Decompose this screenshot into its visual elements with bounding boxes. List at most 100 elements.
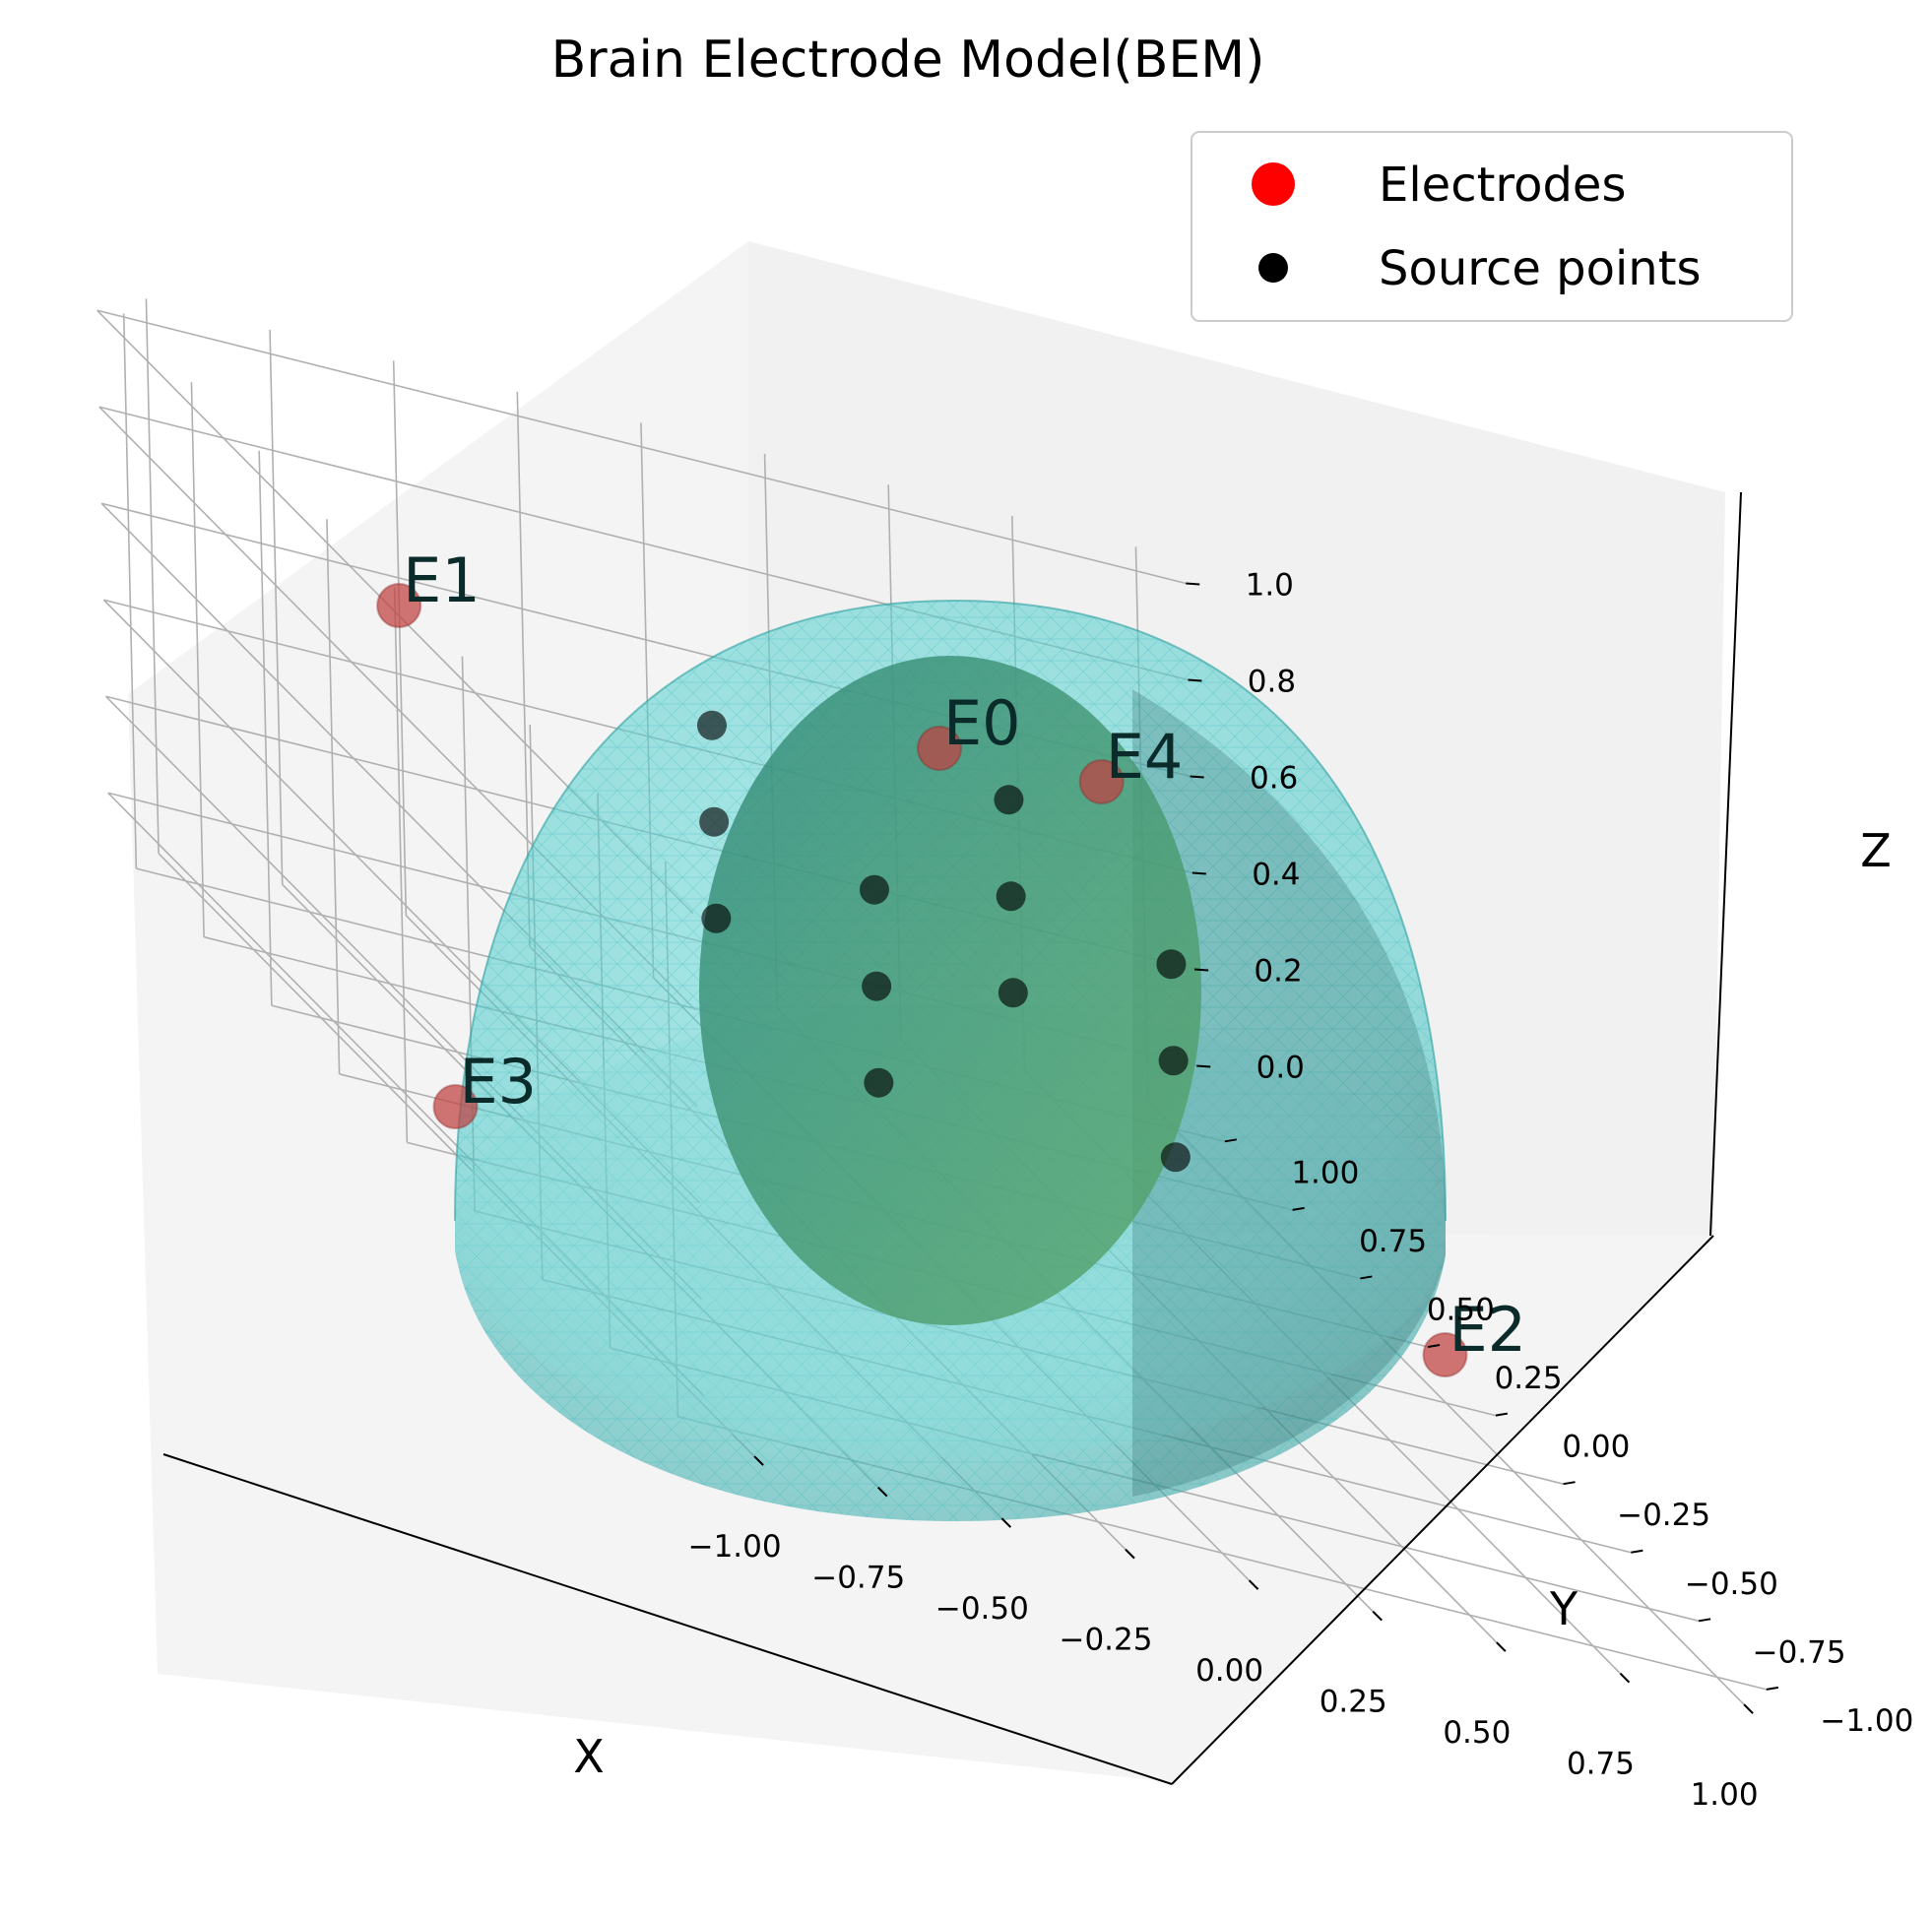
x-tick-label: 1.00 [1691,1777,1759,1813]
source-points [696,710,1191,1173]
y-ticks: −1.00−0.75−0.50−0.250.000.250.500.751.00 [1224,1138,1913,1739]
electrode-label: E4 [1106,721,1184,793]
y-tick-label: 0.00 [1562,1430,1630,1465]
source-point [998,978,1028,1008]
source-point [862,971,892,1001]
z-tick-mark [1188,678,1202,682]
y-tick-label: −0.75 [1753,1634,1846,1670]
z-tick-mark [1191,871,1206,875]
y-tick-label: −0.25 [1617,1498,1710,1533]
hemisphere-shade-right [1132,689,1446,1497]
source-point [859,874,889,905]
y-tick-mark [1766,1686,1779,1691]
z-tick-mark [1186,582,1200,586]
y-tick-label: 0.25 [1495,1361,1563,1396]
x-tick-mark [1125,1548,1135,1560]
x-tick-label: 0.50 [1443,1715,1511,1751]
grid-line-x-back [392,360,408,916]
z-tick-label: 0.4 [1252,857,1300,892]
x-tick-mark [1743,1703,1754,1714]
x-axis-label: X [573,1730,605,1783]
x-tick-label: −1.00 [688,1529,782,1565]
x-tick-label: 0.75 [1567,1747,1635,1782]
electrode-point [1422,1332,1468,1377]
electrodes: E0 E1 E2 E3 E4 [376,544,1527,1377]
y-tick-mark [1698,1618,1711,1623]
y-tick-mark [1360,1275,1373,1280]
y-axis: −1.00−0.75−0.50−0.250.000.250.500.751.00… [1171,1138,1913,1785]
source-point [1158,1046,1189,1076]
z-ticks: 0.0 0.2 0.4 0.6 0.8 1.0 [1186,567,1305,1085]
x-tick-label: −0.75 [811,1561,905,1596]
source-point [996,881,1026,912]
electrode-label: E0 [943,687,1021,759]
legend-source-points-label: Source points [1379,241,1702,296]
z-axis: 0.0 0.2 0.4 0.6 0.8 1.0 Z [1186,491,1892,1237]
source-point [994,785,1024,815]
y-tick-label: −1.00 [1820,1703,1913,1739]
electrode-label: E2 [1449,1294,1527,1366]
y-tick-mark [1563,1481,1576,1486]
electrode-point [1078,758,1125,804]
source-point [696,710,727,740]
z-tick-mark [1193,968,1209,972]
z-axis-label: Z [1860,824,1892,877]
z-tick-label: 0.2 [1254,953,1302,989]
grid-line-y-back [326,519,341,1074]
x-tick-mark [1619,1672,1631,1684]
y-axis-line [1171,1235,1714,1785]
z-tick-mark [1190,775,1204,779]
y-tick-mark [1631,1549,1643,1554]
y-axis-label: Y [1549,1582,1578,1635]
legend-electrodes-marker [1252,162,1295,206]
x-tick-mark [1248,1579,1259,1590]
z-tick-label: 0.6 [1250,760,1298,796]
z-tick-label: 0.0 [1256,1050,1305,1085]
grid-line-y-back [393,587,409,1143]
x-ticks: −1.00 −0.75 −0.50 −0.25 0.00 0.25 0.50 0.75 1.00 [688,1455,1759,1813]
inner-ellipsoid [699,656,1201,1325]
x-tick-label: −0.50 [935,1591,1029,1627]
electrode-point [376,583,422,629]
electrode-point [432,1084,479,1129]
y-tick-mark [1427,1344,1441,1349]
x-tick-label: 0.25 [1320,1685,1387,1720]
z-tick-label: 0.8 [1248,664,1296,699]
legend-source-points-marker [1258,253,1288,283]
grid-line-y-back [190,382,205,937]
source-point [864,1067,894,1098]
electrode-point [917,726,962,771]
source-point [699,806,730,837]
x-tick-mark [753,1455,764,1466]
x-tick-mark [877,1486,888,1498]
z-axis-line [1709,491,1742,1237]
y-tick-label: 1.00 [1291,1155,1359,1190]
y-tick-mark [1495,1412,1509,1417]
x-tick-mark [1496,1641,1507,1652]
x-tick-mark [1000,1517,1012,1528]
y-tick-label: −0.50 [1685,1566,1778,1602]
source-point [701,903,732,933]
grid-line-y-back [122,313,138,869]
electrode-label: E1 [403,544,481,616]
x-tick-mark [1372,1610,1383,1622]
x-axis-line [162,1453,1173,1785]
z-tick-label: 1.0 [1246,567,1294,603]
y-tick-label: 0.50 [1427,1292,1495,1327]
y-tick-mark [1292,1206,1305,1211]
hemisphere-rim [454,599,1447,1222]
legend-box [1191,131,1793,322]
grid-line-x-back [269,329,284,885]
grid-line-z-right [97,309,1187,585]
source-point [1156,949,1187,980]
y-tick-mark [1224,1138,1238,1143]
x-tick-label: 0.00 [1195,1653,1263,1689]
x-axis: −1.00 −0.75 −0.50 −0.25 0.00 0.25 0.50 0.75 1.00… [162,1453,1759,1813]
grid-line-x-back [145,298,160,854]
source-point [1160,1142,1191,1173]
legend: Electrodes Source points [1191,131,1793,322]
surfaces [454,599,1447,1521]
legend-electrodes-label: Electrodes [1379,158,1626,213]
electrode-label: E3 [460,1046,538,1118]
